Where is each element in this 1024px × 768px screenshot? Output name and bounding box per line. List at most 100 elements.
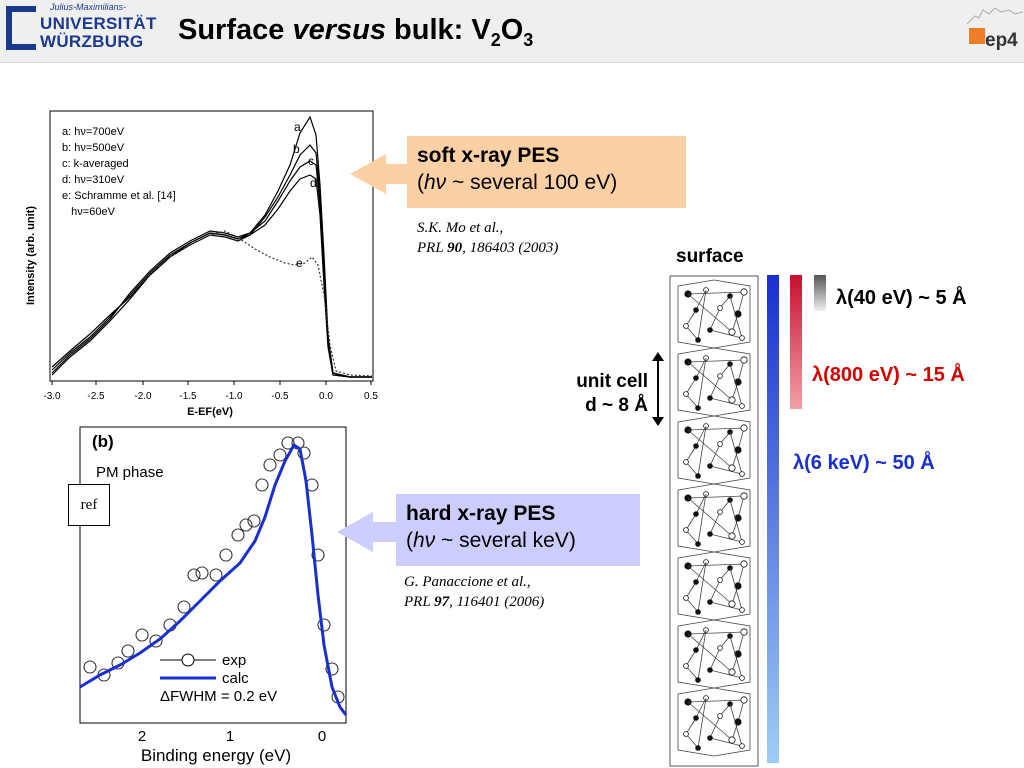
bond-line <box>685 377 697 395</box>
atom <box>728 328 736 336</box>
unit-cell-outline <box>677 279 751 349</box>
bond-line <box>709 601 743 611</box>
bond-line <box>697 289 707 341</box>
bond-line <box>709 647 721 671</box>
legend-e-2: hν=60eV <box>62 206 116 218</box>
atom <box>693 307 699 313</box>
bond-line <box>695 629 707 651</box>
bond-line <box>697 357 707 409</box>
panel-label: (b) <box>92 432 114 451</box>
hard-xray-box: hard x-ray PES (hν ~ several keV) <box>396 494 640 566</box>
atom <box>683 595 689 601</box>
bond-line <box>737 563 745 587</box>
bond-line <box>695 561 707 583</box>
bond-line <box>697 425 707 477</box>
hard-pes-figure: (b) PM phase exp calc ΔFWHM = 0.2 eV 2 1… <box>79 426 348 765</box>
curve-label-b: b <box>293 142 300 156</box>
bond-line <box>685 717 697 735</box>
atom <box>693 715 699 721</box>
atom <box>717 509 723 515</box>
legend-a: a: hν=700eV <box>62 126 125 138</box>
atom <box>693 579 699 585</box>
svg-text:exp: exp <box>222 652 246 669</box>
atom <box>683 391 689 397</box>
bond-line <box>709 443 721 467</box>
xtick: -2.5 <box>87 391 105 402</box>
bond-line <box>709 579 721 603</box>
bond-line <box>709 737 743 747</box>
bond-line <box>685 597 699 613</box>
bond-line <box>687 497 733 537</box>
bond-line <box>687 427 745 431</box>
bond-line <box>737 631 745 655</box>
xtick: -3.0 <box>43 391 61 402</box>
bond-line <box>729 499 743 543</box>
atom <box>695 405 701 411</box>
xtick: 0 <box>318 728 326 745</box>
bond-line <box>685 393 699 409</box>
bond-line <box>685 649 697 667</box>
bond-line <box>685 665 699 681</box>
atom <box>739 471 745 477</box>
atom <box>707 327 713 333</box>
ep4-logo: ep4 <box>965 4 1024 56</box>
bond-line <box>695 357 707 379</box>
bond-line <box>687 293 733 333</box>
bond-line <box>695 425 707 447</box>
atom <box>740 628 748 636</box>
atom <box>695 745 701 751</box>
atom <box>717 713 723 719</box>
atom <box>728 668 736 676</box>
bond-line <box>709 397 743 407</box>
atom <box>739 675 745 681</box>
unit-cell-outline <box>677 551 751 621</box>
atom <box>707 531 713 537</box>
bond-line <box>687 701 733 741</box>
crystal-structure <box>669 275 759 767</box>
bond-line <box>685 309 697 327</box>
bond-line <box>737 291 745 315</box>
curve-label-e: e <box>296 256 303 270</box>
xtick: -1.0 <box>225 391 243 402</box>
atom <box>728 736 736 744</box>
depth-bar-6kev <box>767 275 779 763</box>
bond-line <box>737 427 745 451</box>
exp-markers <box>83 436 345 704</box>
legend-e: e: Schramme et al. [14] <box>62 190 176 202</box>
bond-line <box>695 493 707 515</box>
soft-xray-box: soft x-ray PES (hν ~ several 100 eV) <box>407 136 686 208</box>
curve-label-d: d <box>310 176 317 190</box>
bond-line <box>709 669 743 679</box>
atom <box>739 403 745 409</box>
svg-text:calc: calc <box>222 670 249 687</box>
bond-line <box>695 289 707 311</box>
atom <box>740 696 748 704</box>
bond-line <box>709 375 721 399</box>
xtick: 0.0 <box>319 391 333 402</box>
university-logo: Julius-Maximilians- UNIVERSITÄT WÜRZBURG <box>6 2 156 56</box>
atom <box>740 356 748 364</box>
bond-line <box>695 697 707 719</box>
atom <box>683 663 689 669</box>
atom <box>740 560 748 568</box>
bond-line <box>687 291 745 295</box>
atom <box>739 539 745 545</box>
hard-arrow <box>337 512 399 552</box>
unit-cell-outline <box>677 687 751 757</box>
slide-title: Surface versus bulk: V2O3 <box>178 14 534 50</box>
ref-label: ref <box>68 484 110 526</box>
unit-cell-outline <box>677 483 751 553</box>
atom <box>683 459 689 465</box>
xtick: 0.5 <box>364 391 378 402</box>
bond-line <box>709 533 743 543</box>
bond-line <box>685 581 697 599</box>
bond-line <box>687 359 745 363</box>
atom <box>695 337 701 343</box>
bond-line <box>687 633 733 673</box>
atom <box>693 375 699 381</box>
bond-line <box>687 699 745 703</box>
atom <box>693 647 699 653</box>
atom <box>740 288 748 296</box>
atom <box>717 373 723 379</box>
xtick: -0.5 <box>271 391 289 402</box>
